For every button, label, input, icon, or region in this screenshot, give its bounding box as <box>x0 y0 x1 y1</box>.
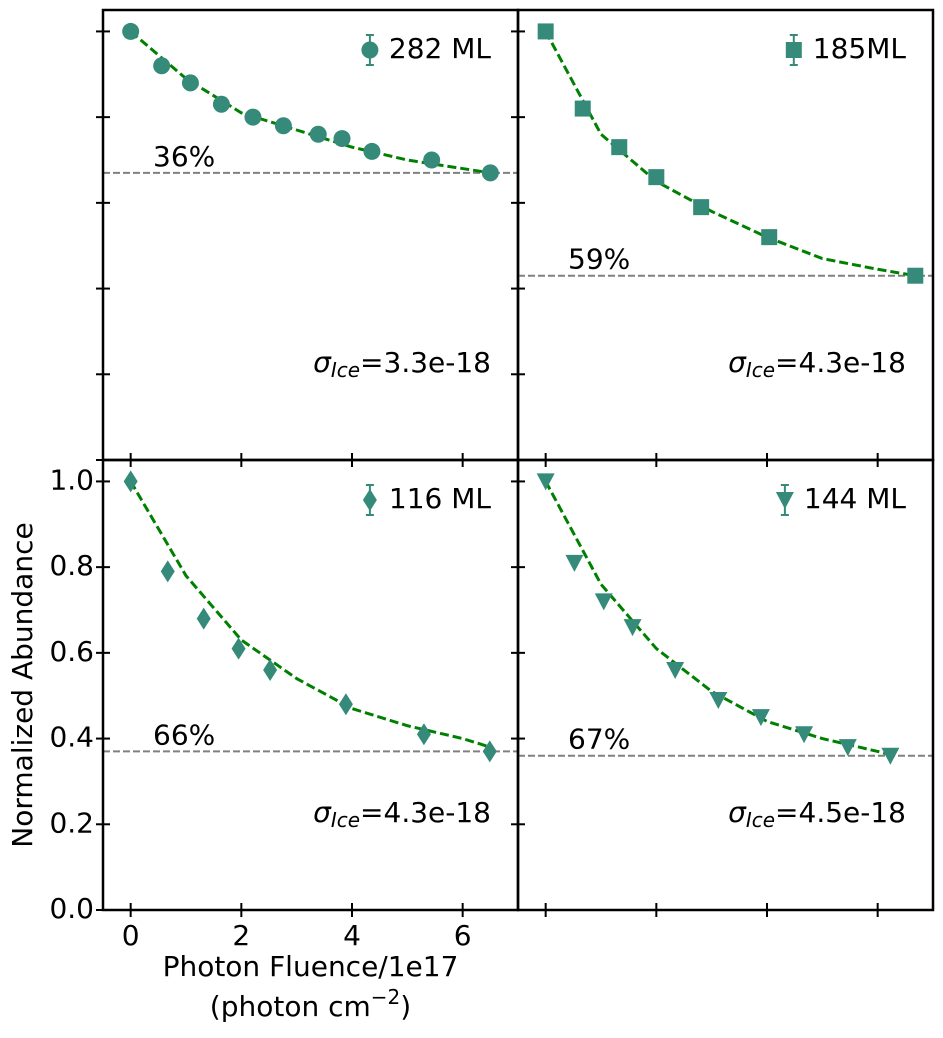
data-point <box>565 554 584 572</box>
y-tick-label: 1.0 <box>49 463 94 496</box>
sigma-label: σIce=4.5e-18 <box>728 796 906 832</box>
panel-frame <box>516 8 935 462</box>
sigma-symbol: σ <box>728 796 747 829</box>
unit-text: ) <box>400 990 411 1023</box>
legend-label: 116 ML <box>389 482 492 515</box>
data-point <box>263 659 278 681</box>
legend-label: 282 ML <box>389 32 492 65</box>
data-point <box>231 637 246 660</box>
sigma-label: σIce=3.3e-18 <box>313 346 491 382</box>
fit-curve <box>129 480 491 749</box>
sigma-subscript: Ice <box>746 358 775 382</box>
data-point <box>648 169 665 186</box>
panel: 0 2 4 6 0.0 0.2 0.4 0.6 0.8 1.0 66% 116 ML σIce=4.3e… <box>6 458 520 1024</box>
data-point <box>537 23 554 40</box>
data-point <box>881 747 900 765</box>
data-point <box>181 74 199 92</box>
x-tick-label: 2 <box>232 919 250 952</box>
sigma-subscript: Ice <box>746 808 775 832</box>
panel-frame <box>101 8 520 462</box>
sigma-value: =4.3e-18 <box>775 346 906 379</box>
panel: 67% 144 ML σIce=4.5e-18 <box>511 458 935 917</box>
percent-label: 59% <box>568 243 630 276</box>
fit-curve <box>544 480 895 758</box>
data-point <box>536 473 555 491</box>
data-point <box>338 693 353 716</box>
data-point <box>309 125 327 143</box>
data-point <box>481 164 499 182</box>
data-point <box>196 607 211 630</box>
data-point <box>333 130 351 148</box>
data-point <box>212 95 230 113</box>
sigma-subscript: Ice <box>331 808 360 832</box>
data-point <box>122 22 140 40</box>
percent-label: 36% <box>153 140 215 173</box>
x-axis-label: Photon Fluence/1e17 <box>163 950 459 983</box>
percent-label: 67% <box>568 723 630 756</box>
x-axis-label-unit: (photon cm−2) <box>210 985 411 1024</box>
data-point <box>907 267 924 284</box>
legend-label: 144 ML <box>804 482 907 515</box>
data-point <box>623 619 642 637</box>
data-point <box>751 709 770 727</box>
data-point <box>123 470 138 493</box>
sigma-symbol: σ <box>728 346 747 379</box>
y-tick-label: 0.2 <box>49 806 94 839</box>
sigma-symbol: σ <box>313 346 332 379</box>
sigma-value: =3.3e-18 <box>360 346 491 379</box>
data-point <box>666 662 685 679</box>
legend-label: 185ML <box>813 32 907 65</box>
data-point <box>274 117 292 135</box>
y-tick-label: 0.0 <box>49 892 94 925</box>
data-point <box>761 229 778 246</box>
data-point <box>153 57 171 75</box>
x-tick-label: 0 <box>122 919 140 952</box>
data-point <box>160 560 175 583</box>
data-point <box>594 593 613 611</box>
panel: 59% 185ML σIce=4.3e-18 <box>511 8 935 467</box>
unit-text: (photon cm <box>210 990 371 1023</box>
data-point <box>574 100 591 117</box>
sigma-label: σIce=4.3e-18 <box>728 346 906 382</box>
x-tick-label: 4 <box>343 919 361 952</box>
fit-curve <box>544 30 916 278</box>
data-point <box>482 740 497 763</box>
sigma-symbol: σ <box>313 796 332 829</box>
x-tick-label: 6 <box>454 919 472 952</box>
unit-superscript: −2 <box>371 985 400 1009</box>
y-tick-label: 0.4 <box>49 721 94 754</box>
y-tick-label: 0.6 <box>49 635 94 668</box>
panel-frame <box>516 458 935 912</box>
data-point <box>838 739 857 757</box>
data-point <box>244 108 262 126</box>
legend-marker <box>362 489 377 511</box>
data-point <box>795 726 814 744</box>
sigma-label: σIce=4.3e-18 <box>313 796 491 832</box>
percent-label: 66% <box>153 718 215 751</box>
legend-marker <box>785 42 802 58</box>
data-point <box>363 142 381 160</box>
data-point <box>416 723 431 746</box>
data-point <box>693 199 710 216</box>
sigma-value: =4.5e-18 <box>775 796 906 829</box>
data-point <box>423 151 441 169</box>
panel: 36% 282 ML σIce=3.3e-18 <box>96 8 520 467</box>
sigma-value: =4.3e-18 <box>360 796 491 829</box>
y-axis-label: Normalized Abundance <box>6 522 39 847</box>
legend-marker <box>361 41 379 59</box>
data-point <box>611 139 628 156</box>
y-tick-label: 0.8 <box>49 549 94 582</box>
sigma-subscript: Ice <box>331 358 360 382</box>
legend-marker <box>775 492 794 509</box>
data-point <box>709 692 728 709</box>
